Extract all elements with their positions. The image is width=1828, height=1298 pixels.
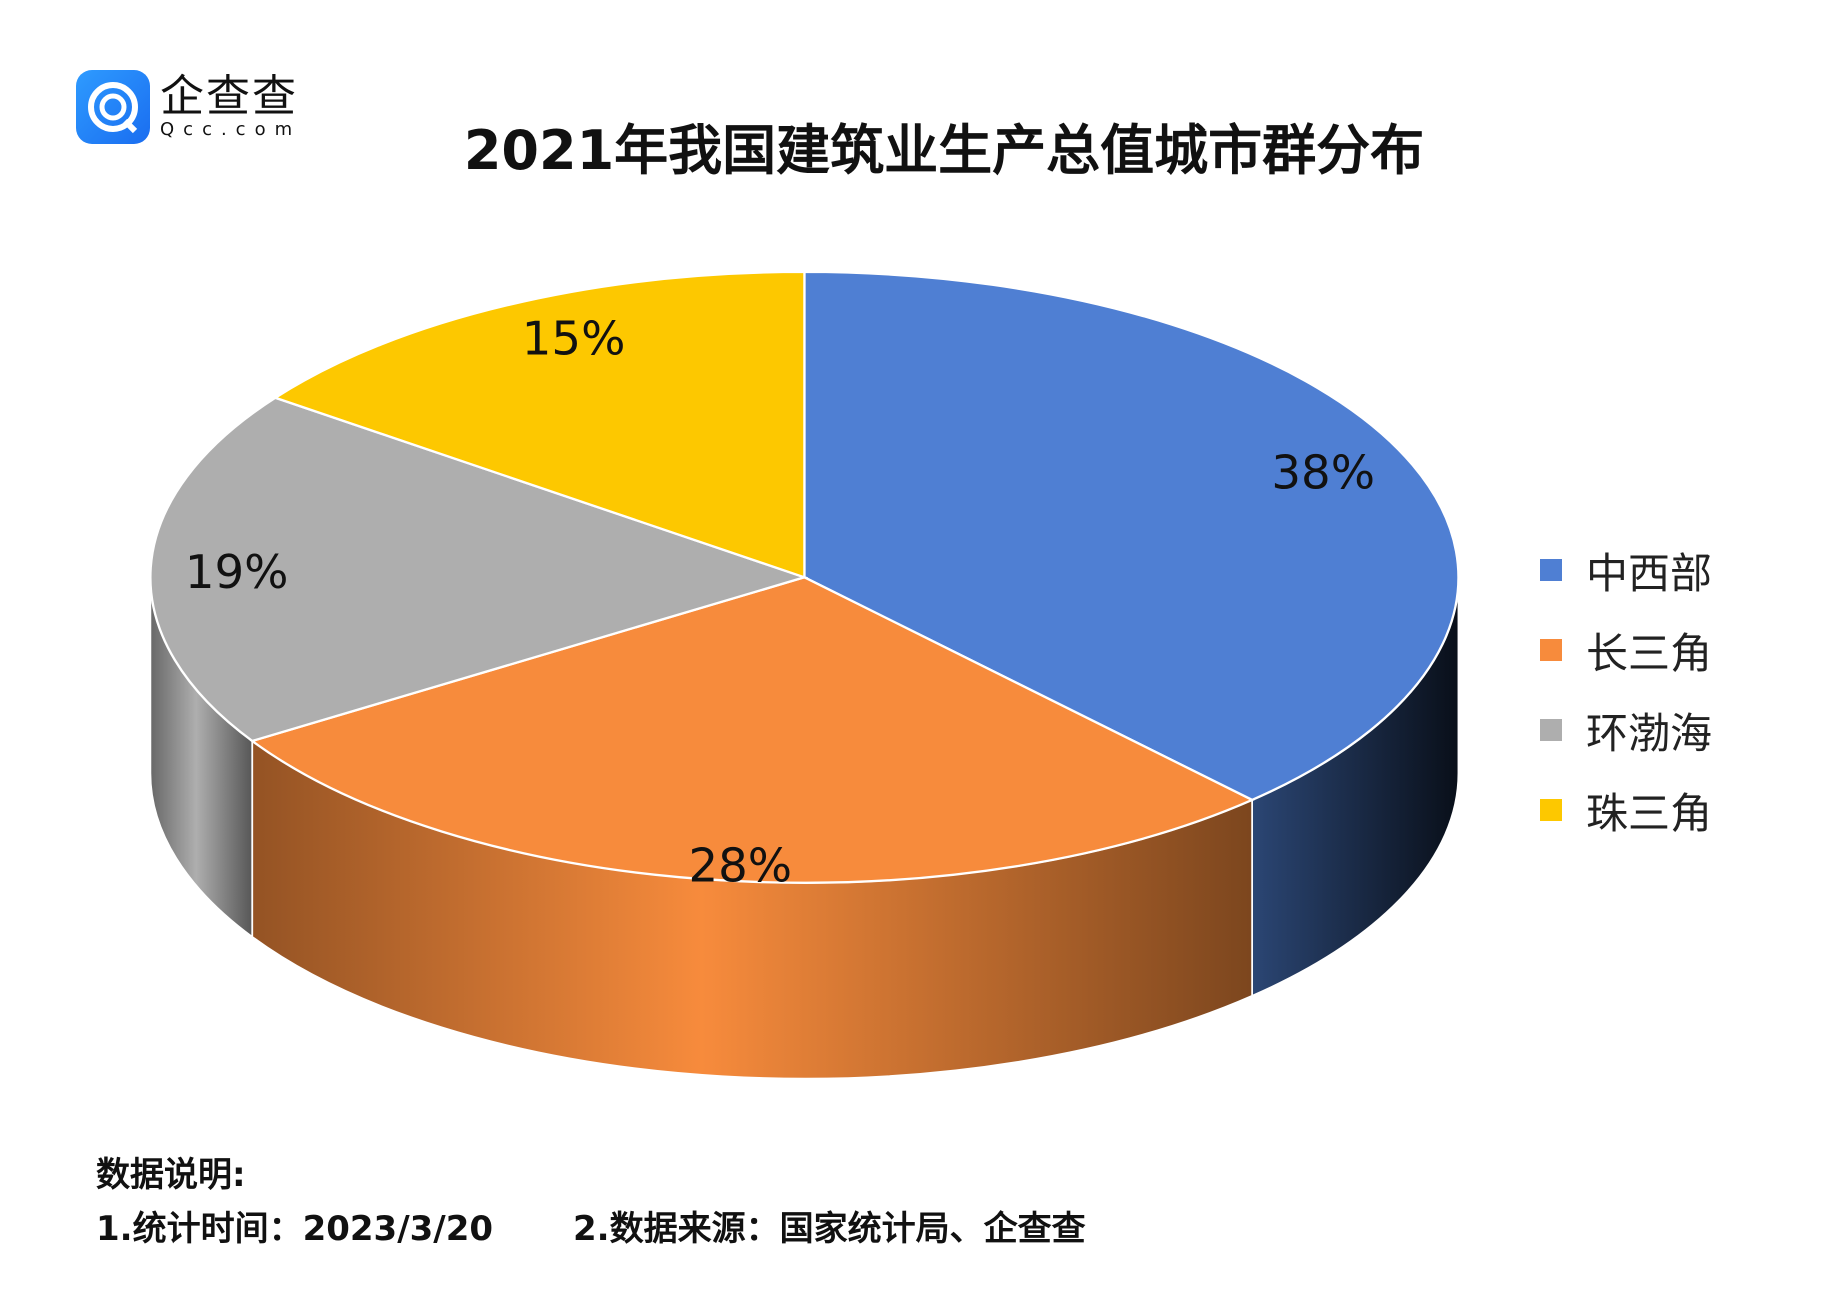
legend-item: 中西部 — [1540, 530, 1712, 610]
footer-heading: 数据说明: — [96, 1155, 246, 1195]
legend-item: 环渤海 — [1540, 690, 1712, 770]
data-label: 19% — [185, 545, 289, 599]
legend-item: 珠三角 — [1540, 770, 1712, 850]
pie-slice-长三角 — [249, 576, 1255, 884]
footer-notes: 数据说明: 1.统计时间：2023/3/20 2.数据来源：国家统计局、企查查 — [96, 1148, 1086, 1256]
legend: 中西部 长三角 环渤海 珠三角 — [1540, 530, 1712, 850]
pie-slice-珠三角 — [272, 270, 806, 579]
legend-item: 长三角 — [1540, 610, 1712, 690]
chart-title: 2021年我国建筑业生产总值城市群分布 — [463, 119, 1425, 182]
data-label: 28% — [688, 839, 792, 893]
logo-text: 企查查 — [160, 71, 298, 122]
qcc-logo-icon — [76, 70, 150, 144]
logo-domain: Qcc.com — [160, 119, 302, 140]
pie-slice-中西部 — [803, 270, 1460, 802]
legend-swatch — [1540, 559, 1562, 581]
legend-swatch — [1540, 799, 1562, 821]
data-label: 15% — [522, 312, 626, 366]
legend-swatch — [1540, 639, 1562, 661]
legend-label: 长三角 — [1586, 628, 1713, 678]
legend-swatch — [1540, 719, 1562, 741]
legend-label: 中西部 — [1586, 548, 1713, 598]
pie-slice-环渤海 — [149, 396, 809, 743]
data-label: 38% — [1271, 446, 1375, 500]
legend-label: 珠三角 — [1586, 788, 1713, 838]
legend-label: 环渤海 — [1586, 708, 1713, 758]
footer-time: 1.统计时间：2023/3/20 — [96, 1209, 494, 1249]
logo: 企查查 Qcc.com — [76, 70, 301, 144]
footer-source: 2.数据来源：国家统计局、企查查 — [573, 1209, 1086, 1249]
